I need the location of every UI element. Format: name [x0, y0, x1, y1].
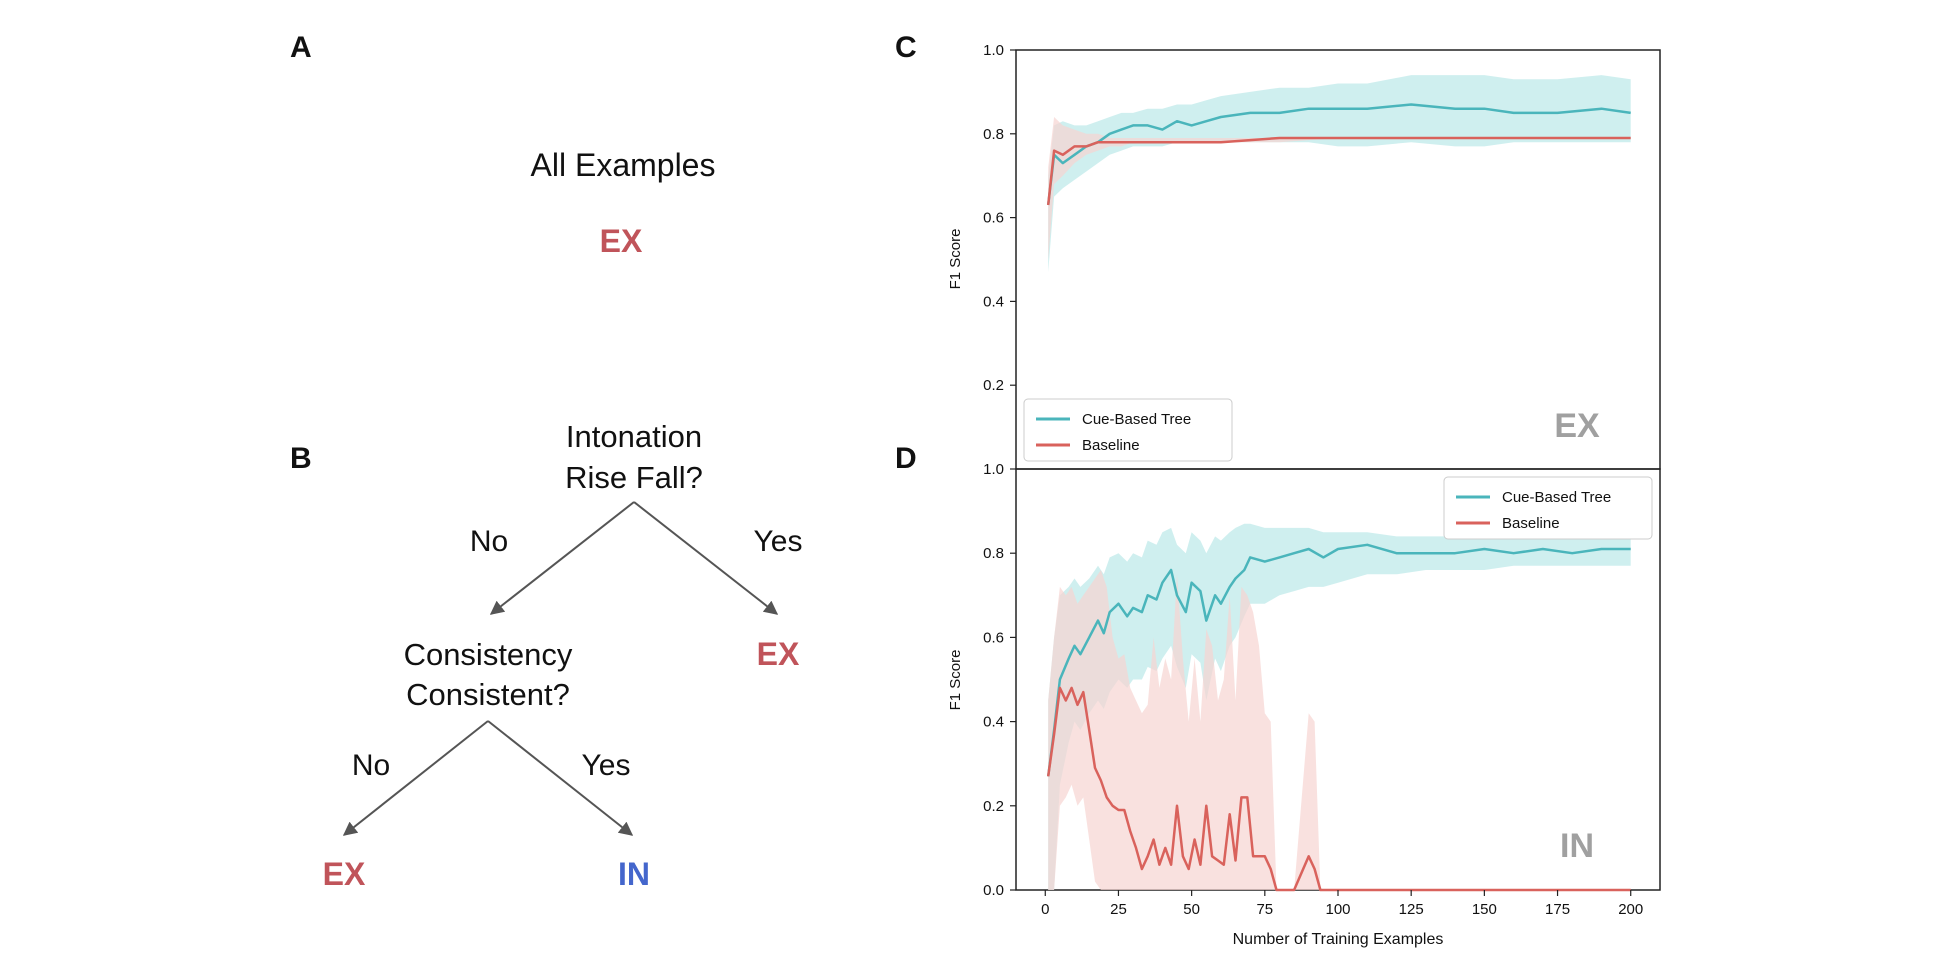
chart-c-legend-box — [1023, 398, 1233, 462]
chart-c-ytick-label: 0.6 — [983, 210, 1004, 227]
chart-d-xtick-label: 125 — [1399, 901, 1424, 918]
chart-c-legend: Cue-Based Tree Baseline — [1023, 398, 1233, 462]
right-leaf-ex: EX — [757, 636, 800, 672]
chart-d-ytick-label: 0.2 — [983, 798, 1004, 815]
chart-c-plot-area — [1046, 75, 1631, 273]
chart-c-ytick-label: 0.2 — [983, 377, 1004, 394]
chart-d-xtick-label: 0 — [1041, 901, 1049, 918]
child-question-line-1: Consistency — [404, 637, 573, 672]
chart-d-ytick-label: 0.4 — [983, 714, 1004, 731]
chart-d-xlabel: Number of Training Examples — [1233, 931, 1444, 948]
chart-d-ytick-label: 1.0 — [983, 461, 1004, 478]
chart-d-corner-label: IN — [1560, 827, 1594, 865]
panel-b-letter: B — [290, 442, 312, 475]
root-yes-label: Yes — [754, 525, 803, 558]
chart-c-corner-label: EX — [1554, 407, 1600, 445]
chart-c-line-baseline — [1046, 136, 1631, 206]
chart-c-band-cue-based — [1048, 75, 1631, 273]
root-class-label: EX — [600, 223, 643, 259]
chart-d-line-cue-based — [1046, 543, 1631, 777]
chart-d-line-baseline — [1046, 686, 1631, 892]
chart-d: F1 Score Number of Training Examples IN … — [947, 461, 1661, 948]
root-question-line-1: Intonation — [566, 419, 702, 454]
chart-d-xtick-label: 75 — [1256, 901, 1273, 918]
root-yes-branch — [633, 501, 779, 615]
child-yes-branch — [487, 720, 634, 836]
chart-d-legend: Cue-Based Tree Baseline — [1443, 476, 1653, 540]
root-no-branch — [489, 501, 635, 615]
chart-d-xtick-label: 25 — [1110, 901, 1127, 918]
chart-d-ytick-label: 0.8 — [983, 545, 1004, 562]
child-question-line-2: Consistent? — [406, 677, 570, 712]
chart-d-xtick-label: 150 — [1472, 901, 1497, 918]
chart-d-band-baseline — [1048, 570, 1631, 890]
chart-d-legend-box — [1443, 476, 1653, 540]
chart-d-xtick-label: 50 — [1183, 901, 1200, 918]
chart-d-legend-label-cue-based: Cue-Based Tree — [1502, 489, 1611, 506]
chart-c-ytick-label: 1.0 — [983, 42, 1004, 59]
chart-d-plot-area — [1046, 523, 1631, 892]
chart-c: F1 Score EX 0.2 0.4 0.6 0.8 1.0 Cue-Based Tre… — [947, 42, 1661, 470]
middle-leaf-in: IN — [618, 856, 650, 892]
left-leaf-ex: EX — [323, 856, 366, 892]
panel-a: A All Examples EX — [290, 31, 715, 259]
root-node-label: All Examples — [531, 147, 716, 183]
chart-d-band-cue-based — [1048, 523, 1631, 890]
child-no-branch — [342, 720, 489, 836]
chart-d-legend-label-baseline: Baseline — [1502, 515, 1560, 532]
chart-d-ylabel: F1 Score — [947, 650, 964, 711]
panel-a-letter: A — [290, 31, 312, 64]
chart-d-xtick-label: 200 — [1618, 901, 1643, 918]
child-no-label: No — [352, 749, 390, 782]
chart-c-ytick-label: 0.4 — [983, 293, 1004, 310]
child-yes-label: Yes — [582, 749, 631, 782]
chart-c-ylabel: F1 Score — [947, 229, 964, 290]
chart-d-ytick-label: 0.0 — [983, 882, 1004, 899]
panel-d-letter: D — [895, 442, 917, 475]
chart-d-xtick-label: 175 — [1545, 901, 1570, 918]
chart-c-legend-label-cue-based: Cue-Based Tree — [1082, 411, 1191, 428]
panel-c-letter: C — [895, 31, 917, 64]
root-question-line-2: Rise Fall? — [565, 460, 703, 495]
panel-b: B Intonation Rise Fall? No Yes EX Consis… — [290, 419, 802, 892]
root-no-label: No — [470, 525, 508, 558]
chart-c-ytick-label: 0.8 — [983, 126, 1004, 143]
chart-c-legend-label-baseline: Baseline — [1082, 437, 1140, 454]
chart-d-xtick-label: 100 — [1325, 901, 1350, 918]
chart-d-ytick-label: 0.6 — [983, 629, 1004, 646]
